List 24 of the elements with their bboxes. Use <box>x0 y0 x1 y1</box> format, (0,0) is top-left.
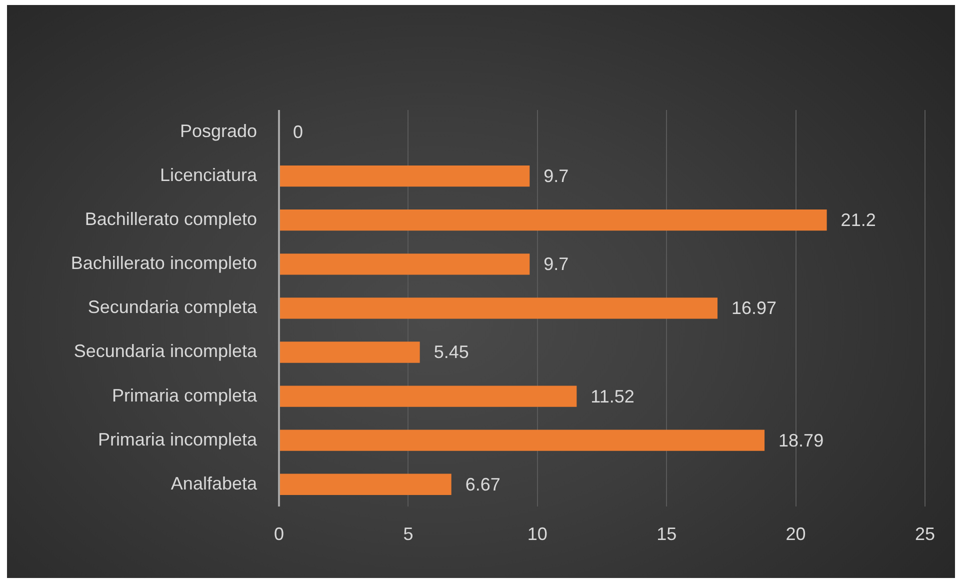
data-label: 18.79 <box>778 430 824 450</box>
y-tick-label: Analfabeta <box>170 473 258 494</box>
data-label: 6.67 <box>465 474 500 494</box>
y-tick-label: Secundaria completa <box>88 297 258 318</box>
x-tick-label: 25 <box>914 524 936 544</box>
data-label: 5.45 <box>434 342 469 362</box>
x-tick-label: 15 <box>656 524 677 544</box>
data-label: 21.2 <box>840 210 876 230</box>
x-tick-label: 5 <box>403 524 414 544</box>
x-tick-label: 0 <box>274 524 284 544</box>
y-tick-label: Secundaria incompleta <box>74 341 258 362</box>
y-tick-label: Posgrado <box>180 120 257 141</box>
y-tick-label: Primaria completa <box>112 385 258 406</box>
x-tick-label: 10 <box>527 524 548 544</box>
data-label: 16.97 <box>732 298 777 318</box>
data-label: 0 <box>293 122 304 142</box>
y-tick-label: Licenciatura <box>160 165 258 186</box>
y-tick-label: Primaria incompleta <box>98 429 258 450</box>
data-label: 9.7 <box>544 166 569 186</box>
x-tick-label: 20 <box>786 524 806 544</box>
y-tick-label: Bachillerato incompleto <box>70 253 257 274</box>
y-tick-label: Bachillerato completo <box>84 209 257 230</box>
data-label: 11.52 <box>590 386 634 406</box>
data-label: 9.7 <box>544 254 569 274</box>
